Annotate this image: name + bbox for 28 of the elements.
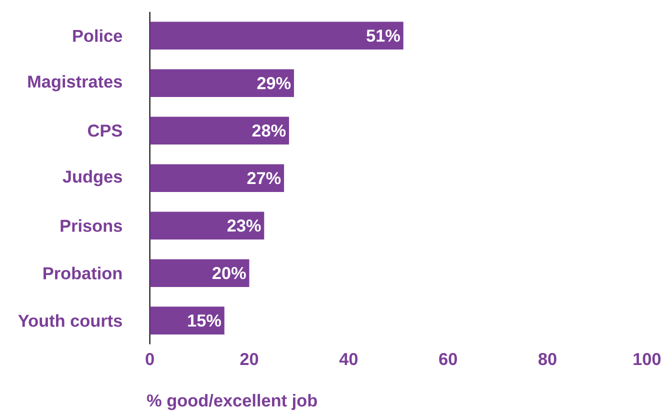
x-tick-label: 100 xyxy=(634,353,661,366)
bar xyxy=(150,259,250,288)
bar xyxy=(150,69,294,98)
bar xyxy=(150,212,264,240)
data-label: 29% xyxy=(257,77,291,90)
y-tick-label: Youth courts xyxy=(18,314,122,327)
x-tick-label: 20 xyxy=(240,353,258,366)
data-label: 28% xyxy=(252,124,286,137)
x-tick-label: 40 xyxy=(339,353,358,366)
x-axis-title: % good/excellent job xyxy=(146,394,317,410)
x-tick-label: 60 xyxy=(439,353,457,366)
data-label: 20% xyxy=(212,267,246,280)
y-tick-label: CPS xyxy=(88,124,122,137)
bar xyxy=(150,306,224,335)
y-tick-label: Police xyxy=(73,29,122,42)
data-label: 51% xyxy=(366,30,400,42)
x-tick-label: 80 xyxy=(538,353,556,366)
y-tick-label: Judges xyxy=(62,170,122,186)
data-label: 27% xyxy=(247,172,281,184)
bar xyxy=(150,22,404,50)
bar xyxy=(150,164,284,192)
y-tick-label: Prisons xyxy=(60,219,122,232)
x-tick-label: 0 xyxy=(146,353,154,366)
y-tick-label: Probation xyxy=(44,266,122,280)
data-label: 15% xyxy=(188,314,222,327)
bar xyxy=(150,116,290,145)
data-label: 23% xyxy=(227,220,261,232)
y-tick-label: Magistrates xyxy=(28,75,122,92)
